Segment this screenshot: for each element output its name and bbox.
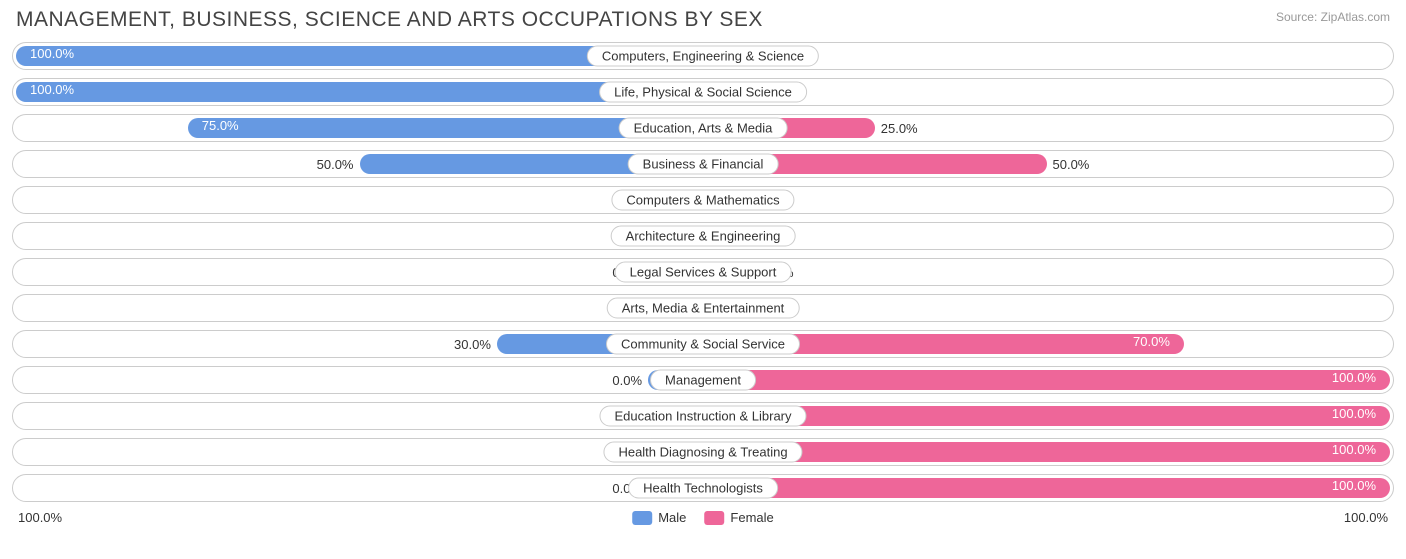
female-half: 0.0% (703, 262, 1390, 282)
female-half: 0.0% (703, 298, 1390, 318)
female-swatch (704, 511, 724, 525)
male-pct: 100.0% (24, 82, 80, 97)
chart-row: 75.0% 25.0% Education, Arts & Media (12, 114, 1394, 142)
category-label: Education, Arts & Media (619, 118, 788, 139)
category-label: Life, Physical & Social Science (599, 82, 807, 103)
category-label: Business & Financial (628, 154, 779, 175)
male-half: 50.0% (16, 154, 703, 174)
male-half: 0.0% (16, 370, 703, 390)
chart-row: 0.0%0.0%Computers & Mathematics (12, 186, 1394, 214)
female-half: 70.0% (703, 334, 1390, 354)
female-pct: 50.0% (1047, 157, 1096, 172)
chart-row: 50.0% 50.0% Business & Financial (12, 150, 1394, 178)
male-half: 30.0% (16, 334, 703, 354)
female-bar: 100.0% (703, 370, 1390, 390)
legend-female-label: Female (730, 510, 773, 525)
x-axis: 100.0% Male Female 100.0% (12, 510, 1394, 525)
category-label: Architecture & Engineering (611, 226, 796, 247)
chart-header: MANAGEMENT, BUSINESS, SCIENCE AND ARTS O… (12, 8, 1394, 32)
chart-row: 0.0% 100.0% Health Diagnosing & Treating (12, 438, 1394, 466)
category-label: Community & Social Service (606, 334, 800, 355)
category-label: Arts, Media & Entertainment (607, 298, 800, 319)
chart-row: 0.0% 100.0% Management (12, 366, 1394, 394)
female-bar: 100.0% (703, 478, 1390, 498)
female-half: 0.0% (703, 190, 1390, 210)
female-pct: 100.0% (1326, 442, 1382, 457)
chart-row: 0.0%100.0%Education Instruction & Librar… (12, 402, 1394, 430)
female-half: 100.0% (703, 478, 1390, 498)
category-label: Health Technologists (628, 478, 778, 499)
category-label: Computers & Mathematics (611, 190, 794, 211)
male-pct: 75.0% (196, 118, 245, 133)
axis-left-label: 100.0% (18, 510, 62, 525)
chart-row: 0.0%0.0%Arts, Media & Entertainment (12, 294, 1394, 322)
male-half: 0.0% (16, 190, 703, 210)
category-label: Computers, Engineering & Science (587, 46, 819, 67)
category-label: Legal Services & Support (615, 262, 792, 283)
category-label: Education Instruction & Library (599, 406, 806, 427)
female-pct: 100.0% (1326, 370, 1382, 385)
chart-row: 0.0% 100.0% Health Technologists (12, 474, 1394, 502)
female-half: 25.0% (703, 118, 1390, 138)
female-half: 50.0% (703, 154, 1390, 174)
male-pct: 0.0% (606, 373, 648, 388)
female-pct: 70.0% (1127, 334, 1176, 349)
male-half: 0.0% (16, 226, 703, 246)
male-half: 0.0% (16, 478, 703, 498)
chart-source: Source: ZipAtlas.com (1276, 10, 1390, 24)
female-pct: 25.0% (875, 121, 924, 136)
female-half: 100.0% (703, 442, 1390, 462)
male-pct: 50.0% (311, 157, 360, 172)
legend-male-label: Male (658, 510, 686, 525)
male-pct: 30.0% (448, 337, 497, 352)
female-half: 0.0% (703, 226, 1390, 246)
chart-row: 100.0%0.0%Computers, Engineering & Scien… (12, 42, 1394, 70)
male-half: 0.0% (16, 262, 703, 282)
chart-row: 100.0%0.0%Life, Physical & Social Scienc… (12, 78, 1394, 106)
chart-row: 0.0%0.0%Architecture & Engineering (12, 222, 1394, 250)
legend: Male Female (632, 510, 774, 525)
female-pct: 100.0% (1326, 406, 1382, 421)
diverging-bar-chart: 100.0% 0.0% Computers, Engineering & Scien… (12, 42, 1394, 502)
female-pct: 100.0% (1326, 478, 1382, 493)
axis-right-label: 100.0% (1344, 510, 1388, 525)
chart-row: 0.0%0.0%Legal Services & Support (12, 258, 1394, 286)
female-half: 100.0% (703, 370, 1390, 390)
legend-female: Female (704, 510, 773, 525)
legend-male: Male (632, 510, 686, 525)
female-bar: 100.0% (703, 442, 1390, 462)
category-label: Management (650, 370, 756, 391)
male-half: 75.0% (16, 118, 703, 138)
chart-row: 30.0% 70.0% Community & Social Service (12, 330, 1394, 358)
male-half: 0.0% (16, 442, 703, 462)
category-label: Health Diagnosing & Treating (603, 442, 802, 463)
male-half: 0.0% (16, 298, 703, 318)
chart-title: MANAGEMENT, BUSINESS, SCIENCE AND ARTS O… (16, 8, 763, 32)
male-pct: 100.0% (24, 46, 80, 61)
male-swatch (632, 511, 652, 525)
